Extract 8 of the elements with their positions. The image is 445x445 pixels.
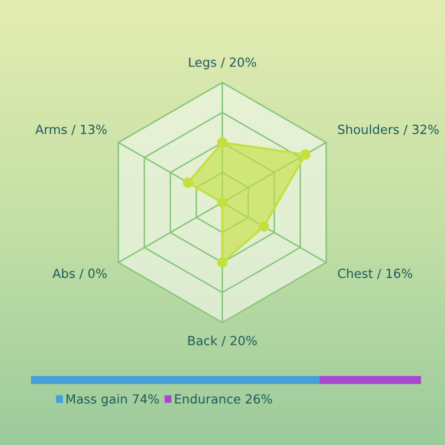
spoke-label: Shoulders / 32% <box>338 124 439 136</box>
spoke-label: Back / 20% <box>188 336 257 346</box>
spoke-label: Legs / 20% <box>189 57 256 70</box>
spoke-label: Arms / 13% <box>35 124 107 136</box>
legend-label: Endurance 26% <box>175 394 272 404</box>
legend-label: Mass gain 74% <box>66 394 159 406</box>
spoke-label: Abs / 0% <box>52 268 107 280</box>
spoke-label: Chest / 16% <box>338 268 412 280</box>
